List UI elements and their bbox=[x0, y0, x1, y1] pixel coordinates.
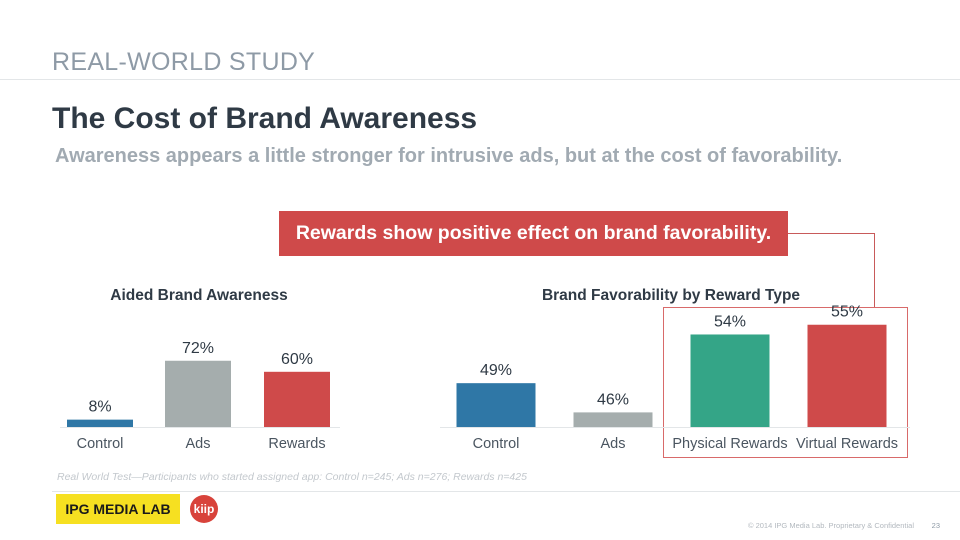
bottom-divider bbox=[52, 491, 960, 492]
favorability-value-label: 49% bbox=[480, 362, 512, 379]
copyright-text: © 2014 IPG Media Lab. Proprietary & Conf… bbox=[747, 521, 914, 530]
favorability-category-label: Control bbox=[473, 436, 520, 452]
top-divider bbox=[0, 79, 960, 80]
page-subtitle: Awareness appears a little stronger for … bbox=[55, 145, 843, 167]
awareness-bar-rewards bbox=[264, 371, 330, 427]
favorability-bar-control bbox=[456, 383, 536, 427]
favorability-category-label: Virtual Rewards bbox=[796, 436, 898, 452]
awareness-bar-control bbox=[67, 419, 133, 427]
favorability-value-label: 55% bbox=[831, 304, 863, 321]
favorability-chart-title: Brand Favorability by Reward Type bbox=[542, 287, 800, 304]
awareness-bar-ads bbox=[165, 360, 231, 427]
favorability-bar-virtual-rewards bbox=[807, 324, 887, 427]
favorability-category-label: Ads bbox=[601, 436, 626, 452]
section-label: REAL-WORLD STUDY bbox=[52, 48, 316, 76]
awareness-value-label: 60% bbox=[281, 351, 313, 368]
ipg-media-lab-logo: IPG MEDIA LAB bbox=[56, 494, 180, 524]
awareness-chart-title: Aided Brand Awareness bbox=[110, 287, 287, 304]
footnote: Real World Test—Participants who started… bbox=[57, 471, 527, 483]
callout-banner: Rewards show positive effect on brand fa… bbox=[279, 211, 788, 256]
favorability-category-label: Physical Rewards bbox=[672, 436, 787, 452]
awareness-category-label: Control bbox=[77, 436, 124, 452]
awareness-category-label: Ads bbox=[186, 436, 211, 452]
kiip-logo: kiip bbox=[190, 495, 218, 523]
favorability-bar-ads bbox=[573, 412, 653, 427]
favorability-value-label: 46% bbox=[597, 391, 629, 408]
awareness-category-label: Rewards bbox=[268, 436, 325, 452]
awareness-value-label: 8% bbox=[88, 399, 111, 416]
rewards-highlight-box bbox=[663, 307, 908, 458]
callout-connector-vertical bbox=[874, 233, 875, 308]
favorability-bar-physical-rewards bbox=[690, 334, 770, 427]
callout-connector-horizontal bbox=[788, 233, 875, 234]
page-title: The Cost of Brand Awareness bbox=[52, 102, 478, 135]
page-number: 23 bbox=[931, 521, 940, 530]
awareness-value-label: 72% bbox=[182, 340, 214, 357]
favorability-value-label: 54% bbox=[714, 313, 746, 330]
callout-text: Rewards show positive effect on brand fa… bbox=[295, 222, 772, 244]
